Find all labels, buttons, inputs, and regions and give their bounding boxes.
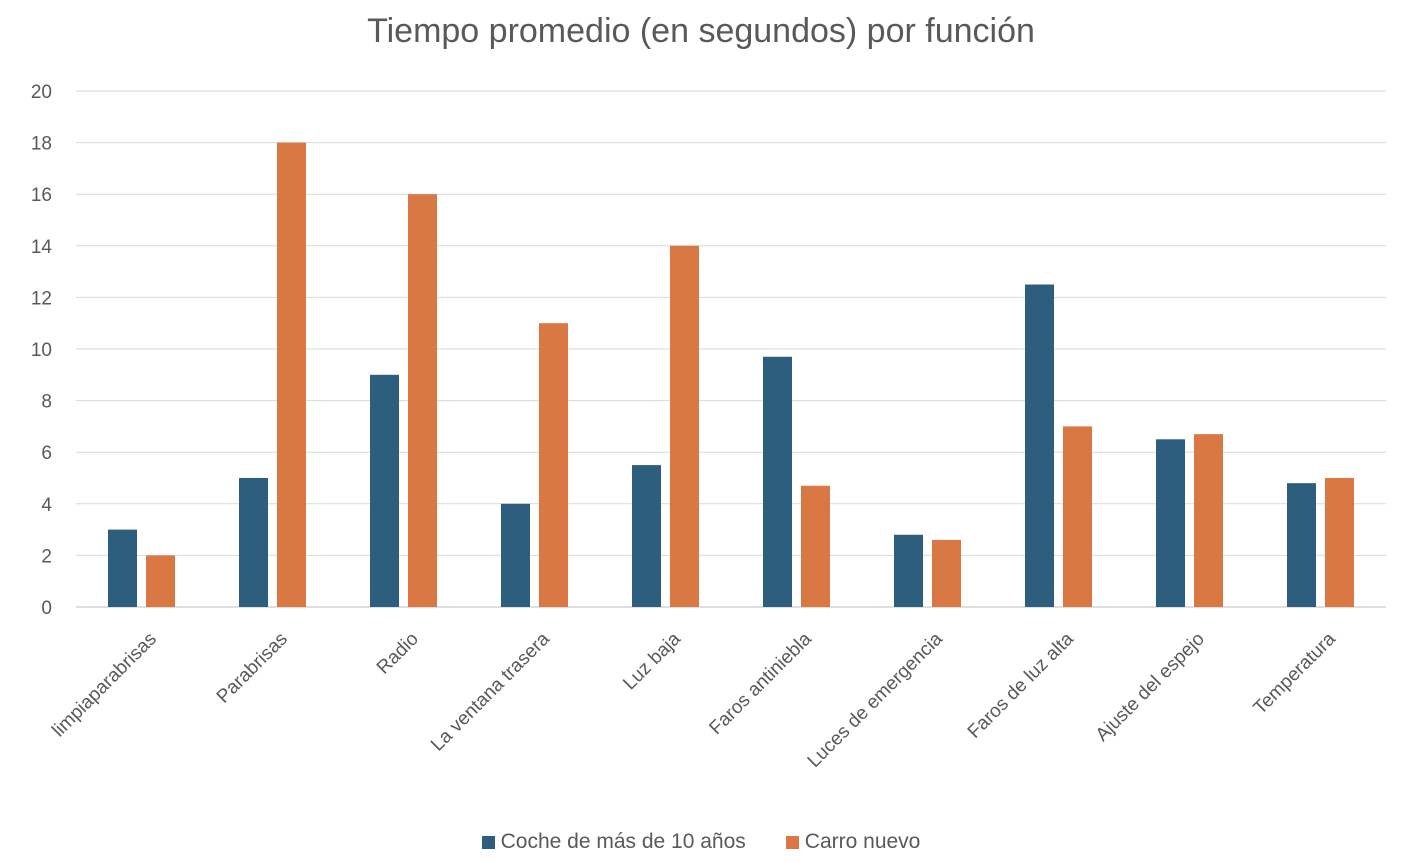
bar-carro-nuevo (1063, 426, 1092, 607)
x-tick-label: Parabrisas (213, 629, 292, 708)
x-tick-label: limpiaparabrisas (48, 629, 161, 742)
x-tick-label: Luces de emergencia (804, 628, 948, 772)
bar-coche-antiguo (1287, 483, 1316, 607)
legend-label: Carro nuevo (804, 830, 921, 853)
chart-title: Tiempo promedio (en segundos) por funció… (367, 12, 1035, 50)
bar-carro-nuevo (408, 194, 437, 607)
x-tick-label: Ajuste del espejo (1092, 629, 1209, 746)
x-tick-label: Radio (373, 629, 423, 679)
legend-label: Coche de más de 10 años (500, 830, 746, 853)
legend-swatch (785, 835, 799, 849)
y-tick-label: 18 (31, 134, 52, 155)
y-tick-label: 10 (31, 340, 52, 361)
bar-carro-nuevo (146, 555, 175, 607)
legend-item-series-0: Coche de más de 10 años (481, 830, 746, 854)
bar-coche-antiguo (370, 374, 399, 607)
legend-swatch (481, 835, 495, 849)
legend: Coche de más de 10 años Carro nuevo (0, 830, 1402, 854)
x-tick-label: Faros antiniebla (705, 628, 816, 739)
bar-coche-antiguo (632, 465, 661, 607)
bar-coche-antiguo (1156, 439, 1185, 607)
bar-coche-antiguo (763, 356, 792, 607)
x-tick-label: Temperatura (1250, 628, 1341, 719)
bar-coche-antiguo (108, 529, 137, 607)
bar-carro-nuevo (277, 142, 306, 607)
bar-carro-nuevo (1325, 478, 1354, 607)
y-tick-label: 12 (31, 288, 52, 309)
bar-carro-nuevo (539, 323, 568, 607)
bar-carro-nuevo (670, 245, 699, 608)
bar-coche-antiguo (501, 503, 530, 607)
legend-item-series-1: Carro nuevo (785, 830, 921, 854)
y-tick-label: 4 (41, 495, 52, 516)
bar-carro-nuevo (932, 539, 961, 607)
bar-carro-nuevo (801, 485, 830, 607)
y-tick-label: 0 (41, 598, 52, 619)
bar-carro-nuevo (1194, 434, 1223, 607)
x-tick-label: Faros de luz alta (964, 628, 1078, 742)
x-tick-label: Luz baja (619, 628, 685, 694)
x-tick-label: La ventana trasera (427, 628, 554, 755)
y-tick-label: 2 (41, 546, 52, 567)
bar-coche-antiguo (1025, 284, 1054, 607)
y-tick-label: 6 (41, 443, 52, 464)
y-tick-label: 20 (31, 82, 52, 103)
y-tick-label: 8 (41, 392, 52, 413)
bar-coche-antiguo (239, 478, 268, 607)
bar-coche-antiguo (894, 534, 923, 607)
y-tick-label: 14 (31, 237, 53, 258)
y-tick-label: 16 (31, 185, 52, 206)
